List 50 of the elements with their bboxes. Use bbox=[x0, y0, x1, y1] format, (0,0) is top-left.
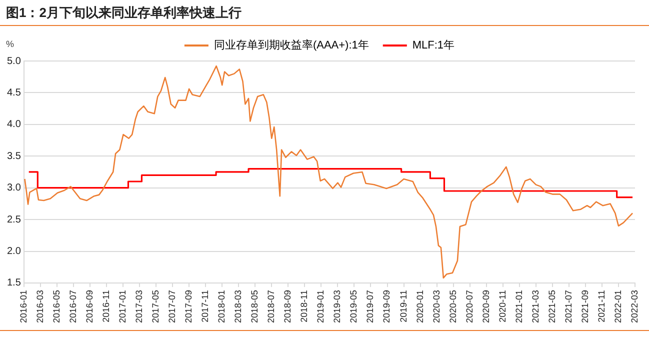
y-tick-label: 4.0 bbox=[6, 119, 22, 130]
y-tick-label: 4.5 bbox=[6, 87, 22, 98]
x-tick-label: 2019-07 bbox=[365, 290, 376, 323]
x-tick-label: 2021-05 bbox=[546, 290, 557, 323]
x-tick-label: 2021-07 bbox=[563, 290, 574, 323]
x-tick-label: 2021-11 bbox=[596, 290, 606, 322]
x-tick-label: 2018-09 bbox=[282, 290, 293, 323]
x-tick-label: 2019-05 bbox=[348, 290, 359, 323]
x-tick-label: 2020-11 bbox=[497, 290, 508, 322]
y-tick-label: 1.5 bbox=[6, 278, 22, 289]
x-tick-label: 2019-03 bbox=[332, 290, 342, 323]
x-tick-label: 2016-03 bbox=[34, 290, 45, 323]
x-tick-label: 2017-11 bbox=[200, 290, 210, 322]
x-tick-label: 2020-03 bbox=[431, 290, 442, 323]
x-tick-label: 2022-03 bbox=[629, 290, 640, 323]
y-tick-label: 5.0 bbox=[6, 56, 22, 67]
x-tick-label: 2019-09 bbox=[382, 290, 392, 323]
x-tick-label: 2016-09 bbox=[84, 290, 94, 323]
y-tick-label: 2.5 bbox=[6, 214, 22, 226]
x-tick-label: 2021-01 bbox=[514, 290, 524, 323]
x-tick-label: 2020-05 bbox=[448, 290, 458, 323]
x-tick-label: 2017-01 bbox=[117, 290, 128, 323]
x-tick-label: 2017-07 bbox=[167, 290, 178, 323]
x-tick-label: 2016-05 bbox=[51, 290, 62, 323]
chart-title: 图1：2月下旬以来同业存单利率快速上行 bbox=[0, 0, 649, 26]
x-tick-label: 2017-09 bbox=[184, 290, 194, 323]
x-tick-label: 2020-07 bbox=[464, 290, 474, 323]
x-tick-label: 2022-01 bbox=[612, 290, 623, 323]
y-tick-label: 3.0 bbox=[6, 182, 22, 194]
x-tick-label: 2020-01 bbox=[414, 290, 425, 323]
x-tick-label: 2018-01 bbox=[216, 290, 227, 323]
x-tick-label: 2019-11 bbox=[398, 290, 408, 322]
x-tick-label: 2017-03 bbox=[134, 290, 144, 323]
y-tick-label: 2.0 bbox=[6, 246, 22, 258]
x-tick-label: 2016-07 bbox=[68, 290, 78, 323]
x-tick-label: 2020-09 bbox=[480, 290, 491, 323]
y-tick-label: 3.5 bbox=[6, 150, 22, 162]
x-tick-label: 2018-05 bbox=[250, 290, 260, 323]
x-tick-label: 2016-11 bbox=[100, 290, 111, 322]
x-tick-label: 2018-11 bbox=[299, 290, 310, 322]
legend-label: 同业存单到期收益率(AAA+):1年 bbox=[214, 38, 369, 52]
legend-label: MLF:1年 bbox=[412, 40, 455, 52]
x-tick-label: 2018-03 bbox=[233, 290, 244, 323]
x-tick-label: 2021-03 bbox=[530, 290, 540, 323]
x-tick-label: 2017-05 bbox=[150, 290, 161, 323]
x-tick-label: 2016-01 bbox=[18, 290, 28, 323]
x-tick-label: 2019-01 bbox=[316, 290, 326, 323]
x-tick-label: 2021-09 bbox=[580, 290, 590, 323]
y-axis-title: % bbox=[6, 38, 14, 49]
x-tick-label: 2018-07 bbox=[266, 290, 276, 323]
